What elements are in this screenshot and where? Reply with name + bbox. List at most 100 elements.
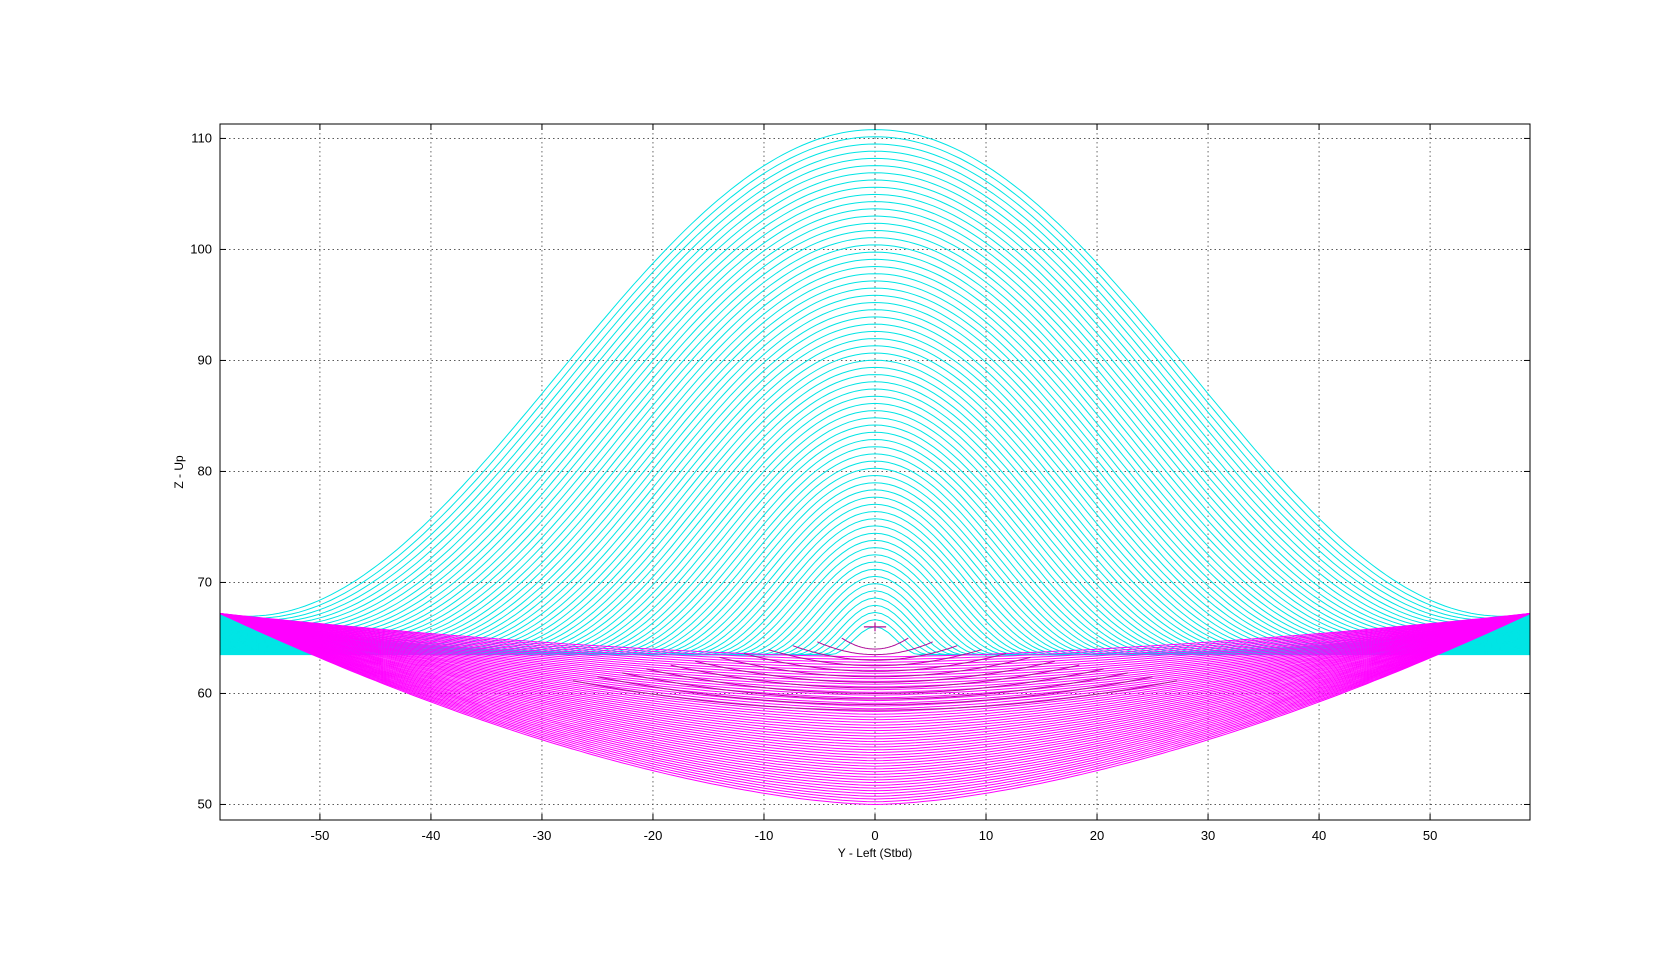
lower-curve bbox=[219, 613, 1531, 737]
lower-inner-arc bbox=[817, 641, 933, 656]
lower-curve bbox=[219, 613, 1531, 775]
lower-curve bbox=[219, 613, 1531, 754]
lower-curve bbox=[219, 613, 1531, 726]
lower-curve bbox=[219, 613, 1531, 674]
lower-curve bbox=[219, 613, 1531, 751]
lower-inner-arc bbox=[719, 656, 1031, 678]
lower-curve bbox=[219, 613, 1531, 767]
lower-inner-arc bbox=[841, 637, 909, 650]
upper-curve bbox=[219, 193, 1531, 633]
lower-curve bbox=[219, 613, 1531, 704]
x-tick-label: 20 bbox=[1090, 828, 1104, 843]
lower-curve bbox=[219, 613, 1531, 743]
upper-curve bbox=[219, 150, 1531, 623]
lower-curve bbox=[219, 613, 1531, 806]
lower-curve bbox=[219, 613, 1531, 663]
lower-curve bbox=[219, 613, 1531, 773]
y-tick-label: 90 bbox=[198, 352, 212, 367]
upper-curve bbox=[219, 172, 1531, 628]
upper-curve bbox=[219, 215, 1531, 636]
upper-curve bbox=[219, 201, 1531, 634]
upper-curve bbox=[219, 165, 1531, 626]
y-axis-title: Z - Up bbox=[172, 455, 186, 489]
lower-curve bbox=[219, 613, 1531, 702]
lower-inner-arc bbox=[670, 664, 1080, 689]
grid bbox=[220, 124, 1530, 820]
lower-curve bbox=[219, 613, 1531, 800]
lower-curve bbox=[219, 613, 1531, 693]
upper-curve bbox=[219, 229, 1531, 639]
x-axis-title: Y - Left (Stbd) bbox=[838, 846, 912, 860]
lower-curve bbox=[219, 613, 1531, 696]
lower-curve bbox=[219, 613, 1531, 715]
lower-curve bbox=[219, 613, 1531, 699]
lower-inner-arc bbox=[743, 653, 1007, 672]
lower-curve bbox=[219, 613, 1531, 680]
lower-inner-arc bbox=[597, 676, 1153, 706]
upper-curve bbox=[219, 143, 1531, 621]
upper-curve bbox=[219, 136, 1531, 619]
x-tick-label: 30 bbox=[1201, 828, 1215, 843]
lower-curve bbox=[219, 613, 1531, 707]
lower-curve bbox=[219, 613, 1531, 786]
lower-curve bbox=[219, 613, 1531, 677]
lower-curve bbox=[219, 613, 1531, 756]
lower-inner-arc bbox=[621, 672, 1129, 700]
lower-curve bbox=[219, 613, 1531, 713]
lower-inner-arc bbox=[695, 660, 1055, 683]
lower-curve bbox=[219, 613, 1531, 672]
x-tick-label: -20 bbox=[644, 828, 663, 843]
lower-curve bbox=[219, 613, 1531, 729]
lower-curve bbox=[219, 613, 1531, 784]
y-tick-label: 80 bbox=[198, 463, 212, 478]
upper-curve bbox=[219, 157, 1531, 625]
lower-curve bbox=[219, 613, 1531, 658]
lower-curve bbox=[219, 613, 1531, 764]
lower-curve bbox=[219, 613, 1531, 770]
lower-curve bbox=[219, 613, 1531, 792]
x-axis-ticks: -50 -40 -30 -20 -10 0 10 20 30 40 50 bbox=[311, 124, 1437, 843]
lower-curve bbox=[219, 613, 1531, 732]
x-tick-label: -10 bbox=[755, 828, 774, 843]
lower-curve-series bbox=[219, 613, 1531, 806]
upper-curve bbox=[219, 237, 1531, 640]
lower-curve bbox=[219, 613, 1531, 748]
lower-curve bbox=[219, 613, 1531, 682]
lower-curve bbox=[219, 613, 1531, 661]
upper-curve bbox=[219, 258, 1531, 643]
lower-curve bbox=[219, 613, 1531, 721]
lower-curve bbox=[219, 613, 1531, 803]
lower-inner-arc bbox=[572, 680, 1178, 711]
y-tick-label: 60 bbox=[198, 685, 212, 700]
upper-curve bbox=[219, 186, 1531, 631]
y-tick-label: 110 bbox=[191, 130, 212, 145]
lower-curve bbox=[219, 613, 1531, 759]
y-tick-label: 70 bbox=[198, 574, 212, 589]
upper-curve bbox=[219, 374, 1531, 652]
x-tick-label: 0 bbox=[871, 828, 878, 843]
lower-curve bbox=[219, 613, 1531, 688]
lower-inner-arc bbox=[646, 668, 1104, 695]
x-tick-label: 50 bbox=[1423, 828, 1437, 843]
lower-curve bbox=[219, 613, 1531, 710]
x-tick-label: 40 bbox=[1312, 828, 1326, 843]
x-tick-label: -30 bbox=[533, 828, 552, 843]
lower-curve bbox=[219, 613, 1531, 762]
x-tick-label: -40 bbox=[422, 828, 441, 843]
lower-curve bbox=[219, 613, 1531, 669]
x-tick-label: -50 bbox=[311, 828, 330, 843]
upper-curve-series bbox=[219, 129, 1531, 656]
lower-curve bbox=[219, 613, 1531, 781]
upper-curve bbox=[219, 179, 1531, 629]
upper-curve bbox=[219, 222, 1531, 638]
lower-inner-arc bbox=[768, 649, 982, 667]
upper-curve bbox=[219, 208, 1531, 635]
upper-curve bbox=[219, 251, 1531, 642]
lower-curve bbox=[219, 613, 1531, 723]
lower-curve bbox=[219, 613, 1531, 745]
lower-curve bbox=[219, 613, 1531, 789]
lower-inner-arc bbox=[792, 645, 958, 661]
lower-curve bbox=[219, 613, 1531, 718]
y-axis-ticks: 50 60 70 80 90 100 110 bbox=[190, 130, 1530, 811]
